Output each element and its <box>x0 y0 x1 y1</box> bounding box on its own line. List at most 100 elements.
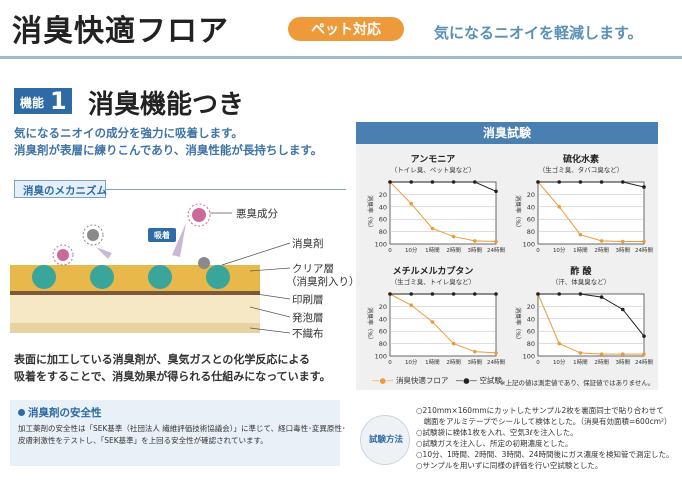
series-line <box>537 293 644 355</box>
data-point <box>451 341 456 346</box>
series-line <box>537 181 644 243</box>
arrow-1 <box>96 247 112 259</box>
data-point <box>621 239 625 244</box>
odor-label: 悪臭成分 <box>236 207 278 220</box>
x-tick-label: 10分 <box>553 246 566 254</box>
x-tick-label: 2時間 <box>446 358 461 366</box>
data-point <box>451 180 456 184</box>
y-tick-label: 40 <box>379 315 387 323</box>
y-tick-label: 60 <box>527 328 535 336</box>
x-tick-label: 0 <box>388 248 392 254</box>
data-point <box>451 234 456 239</box>
x-tick-label: 10分 <box>553 358 566 366</box>
x-tick-label: 24時間 <box>635 246 653 254</box>
pet-badge: ペット対応 <box>286 14 406 44</box>
data-point <box>578 351 583 355</box>
series-line <box>538 181 645 188</box>
x-tick-label: 24時間 <box>487 246 505 254</box>
data-point <box>578 292 583 296</box>
x-tick-label: 3時間 <box>468 358 483 366</box>
data-point <box>599 295 604 299</box>
plot-area <box>537 181 645 245</box>
odor-particle-2 <box>82 224 104 246</box>
y-tick-label: 60 <box>379 216 387 224</box>
y-tick-label: 100 <box>523 353 535 361</box>
legend-blank-marker: —●— <box>455 376 478 385</box>
tagline: 気になるニオイを軽減します。 <box>434 24 643 42</box>
data-point <box>451 292 456 296</box>
safety-title-wrap: 消臭剤の安全性 <box>18 405 102 420</box>
y-tick-label: 80 <box>379 228 387 236</box>
data-point <box>536 292 540 296</box>
deodorant-particle-3 <box>148 265 172 289</box>
data-point <box>557 205 561 209</box>
data-point <box>409 201 413 206</box>
y-tick-label: 100 <box>375 241 387 249</box>
page-title: 消臭快適フロア <box>12 14 229 49</box>
mechanism-summary-1: 表面に加工している消臭剤が、臭気ガスとの化学反応による <box>14 353 311 366</box>
data-point <box>409 180 413 184</box>
data-point <box>388 292 392 296</box>
y-tick-label: 20 <box>379 191 387 199</box>
x-tick-label: 1時間 <box>425 358 440 366</box>
deodorant-particle-1 <box>32 265 56 289</box>
mechanism-heading-text: 消臭のメカニズム <box>23 185 107 197</box>
data-point <box>642 185 646 189</box>
y-tick-label: 80 <box>527 228 535 236</box>
plot-area <box>389 293 497 357</box>
data-point <box>599 352 604 356</box>
y-tick-label: 20 <box>527 191 535 199</box>
data-point <box>409 303 413 307</box>
legend-blank-label: 空試験 <box>479 376 503 385</box>
data-point <box>621 307 625 312</box>
deodorant-particle-4 <box>206 265 230 289</box>
x-tick-label: 0 <box>536 248 540 254</box>
y-tick-label: 100 <box>375 353 387 361</box>
series-line <box>389 181 497 243</box>
x-tick-label: 3時間 <box>616 246 631 254</box>
data-point <box>599 239 604 243</box>
test-header: 消臭試験 <box>356 122 658 144</box>
data-point <box>409 292 413 296</box>
data-point <box>494 351 498 355</box>
method-line-2: 端面をアルミテープでシールして検体とした。（消臭有効面積=600cm²） <box>416 417 672 426</box>
clear-layer-sublabel: （消臭剤入り） <box>286 275 360 288</box>
data-point <box>557 292 561 296</box>
data-point <box>430 180 435 184</box>
x-tick-label: 10分 <box>405 246 418 254</box>
print-layer-label: 印刷層 <box>292 293 324 306</box>
mechanism-diagram: 吸着 悪臭成分 消臭剤 クリア層 （消臭剤入り） 印刷層 発泡層 不織布 <box>10 203 360 340</box>
y-tick-label: 40 <box>379 203 387 211</box>
chart-subtitle: （生ゴミ臭、トイレ臭など） <box>391 277 476 286</box>
method-line-4: ○試験ガスを注入し、所定の初期濃度とした。 <box>416 439 573 448</box>
odor-particle-3 <box>52 244 74 266</box>
safety-title: 消臭剤の安全性 <box>28 407 102 419</box>
adsorb-tag <box>148 228 176 242</box>
x-tick-label: 1時間 <box>573 246 588 254</box>
legend-product-marker: —●— <box>372 376 394 385</box>
header-divider <box>0 56 682 59</box>
data-point <box>642 352 646 356</box>
series-line <box>390 181 497 192</box>
x-tick-label: 2時間 <box>446 246 461 254</box>
y-axis-label: 消臭率（%） <box>514 195 522 231</box>
data-point <box>557 341 561 346</box>
y-tick-label: 60 <box>527 216 535 224</box>
y-axis-label: 消臭率（%） <box>514 307 522 343</box>
x-tick-label: 2時間 <box>594 246 609 254</box>
deodorant-particle-2 <box>90 265 114 289</box>
feature-label-number: 1 <box>50 87 67 115</box>
x-tick-label: 0 <box>536 360 540 366</box>
data-point <box>536 180 540 184</box>
feature-description-2: 消臭剤が表層に練りこんであり、消臭性能が長持ちします。 <box>14 143 323 157</box>
x-tick-label: 3時間 <box>468 246 483 254</box>
x-tick-label: 24時間 <box>487 358 505 366</box>
chart-subtitle: （生ゴミ臭、タバコ臭など） <box>539 165 624 174</box>
chart-title: 酢 酸 <box>570 265 592 277</box>
y-tick-label: 40 <box>527 315 535 323</box>
arrow-2 <box>172 223 186 257</box>
odor-particle-4 <box>198 257 210 269</box>
method-badge: 試験方法 <box>360 415 410 465</box>
legend-product-label: 消臭快適フロア <box>395 376 449 385</box>
